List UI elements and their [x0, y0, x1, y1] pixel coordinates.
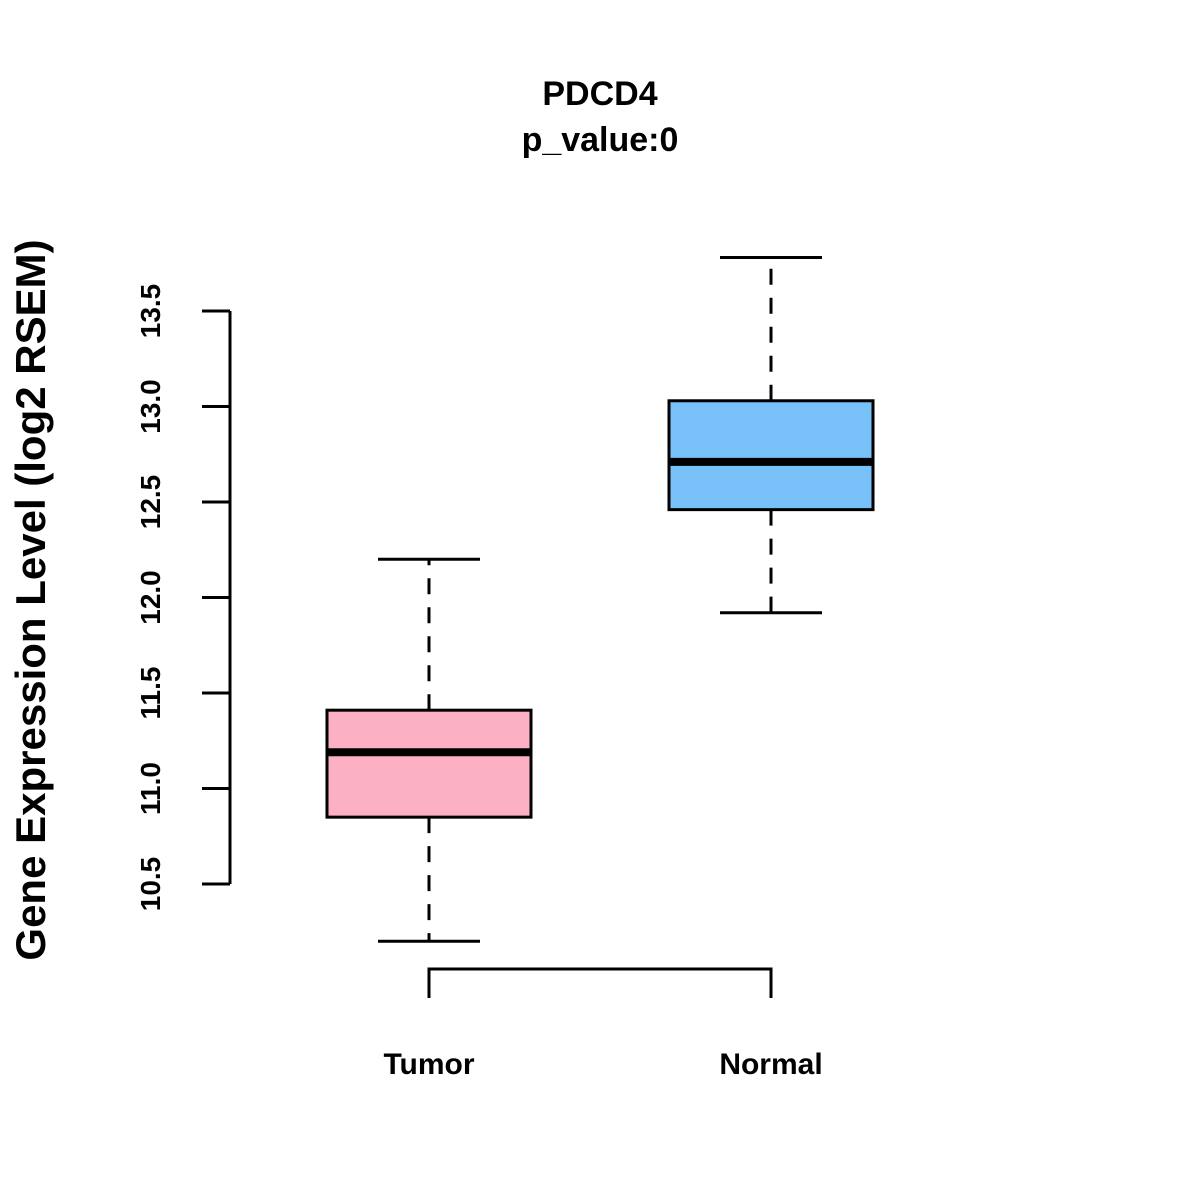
significance-bracket — [427, 967, 773, 998]
y-axis-label: Gene Expression Level (log2 RSEM) — [7, 239, 54, 960]
y-tick-label: 11.0 — [135, 762, 166, 815]
y-tick-label: 11.5 — [135, 667, 166, 720]
y-tick-label: 12.0 — [135, 570, 166, 625]
chart-subtitle: p_value:0 — [522, 121, 679, 159]
tumor-box — [325, 708, 533, 819]
y-tick-label: 10.5 — [135, 857, 166, 912]
x-label-normal: Normal — [719, 1048, 822, 1081]
box-group — [325, 256, 875, 943]
y-axis: 10.5 11.0 11.5 12.0 12.5 13.0 13.5 — [135, 284, 232, 912]
normal-box — [667, 399, 875, 512]
y-tick-label: 13.5 — [135, 284, 166, 339]
chart-title: PDCD4 — [542, 75, 657, 113]
x-axis-labels: Tumor Normal — [383, 1048, 822, 1081]
bracket-line — [427, 967, 773, 998]
y-tick-label: 12.5 — [135, 475, 166, 530]
x-label-tumor: Tumor — [383, 1048, 474, 1081]
y-tick-label: 13.0 — [135, 379, 166, 434]
